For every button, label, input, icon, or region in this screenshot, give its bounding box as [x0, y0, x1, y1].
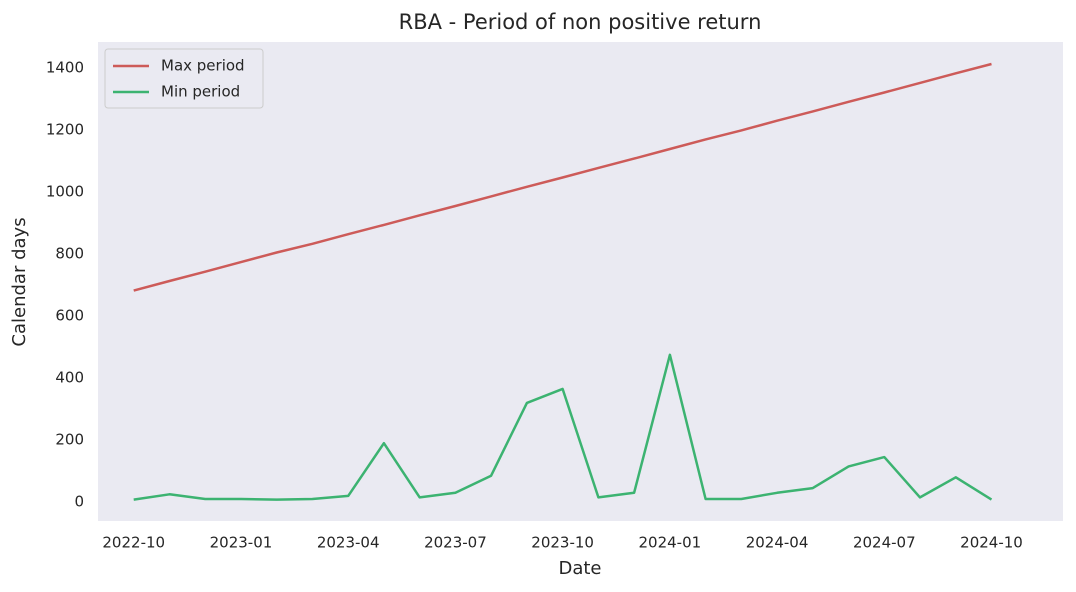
x-tick-label: 2023-07: [424, 534, 487, 552]
x-tick-label: 2023-04: [317, 534, 380, 552]
y-tick-label: 1200: [46, 121, 84, 139]
y-tick-label: 400: [55, 369, 84, 387]
legend-label: Min period: [161, 83, 240, 101]
x-tick-label: 2024-07: [853, 534, 916, 552]
x-axis-label: Date: [558, 558, 601, 579]
x-tick-label: 2022-10: [102, 534, 165, 552]
x-tick-label: 2024-04: [746, 534, 809, 552]
y-tick-label: 600: [55, 307, 84, 325]
series-line: [133, 62, 992, 292]
chart-title: RBA - Period of non positive return: [399, 10, 762, 34]
y-tick-label: 200: [55, 431, 84, 449]
legend-label: Max period: [161, 57, 245, 75]
x-tick-label: 2023-01: [210, 534, 273, 552]
x-tick-label: 2024-01: [639, 534, 702, 552]
y-tick-label: 1400: [46, 59, 84, 77]
y-tick-label: 0: [74, 493, 84, 511]
y-axis-label: Calendar days: [9, 217, 30, 346]
x-tick-label: 2024-10: [960, 534, 1023, 552]
y-tick-label: 800: [55, 245, 84, 263]
x-tick-label: 2023-10: [531, 534, 594, 552]
y-tick-label: 1000: [46, 183, 84, 201]
plot-area: [98, 42, 1063, 521]
series-line: [133, 353, 993, 501]
